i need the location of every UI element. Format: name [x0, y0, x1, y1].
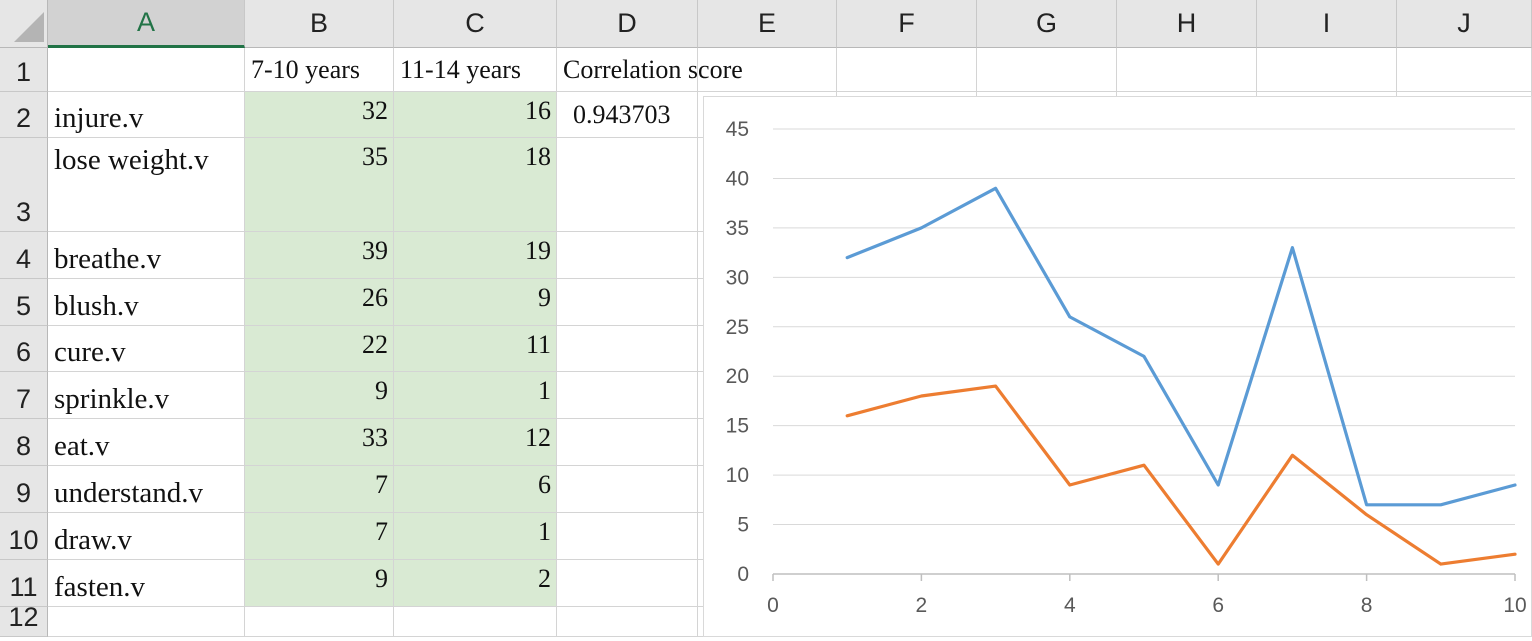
- cell-d2[interactable]: 0.943703: [557, 92, 698, 138]
- cell-c4[interactable]: 19: [394, 232, 557, 279]
- cell-b6[interactable]: 22: [245, 326, 394, 372]
- cell-d11[interactable]: [557, 560, 698, 607]
- x-tick-label-6: 6: [1212, 594, 1224, 617]
- cell-a9[interactable]: understand.v: [48, 466, 245, 513]
- row-header-1[interactable]: 1: [0, 48, 48, 92]
- cell-b3[interactable]: 35: [245, 138, 394, 232]
- cell-i1[interactable]: [1257, 48, 1397, 92]
- row-header-10[interactable]: 10: [0, 513, 48, 560]
- column-header-j[interactable]: J: [1397, 0, 1532, 48]
- row-header-3[interactable]: 3: [0, 138, 48, 232]
- cell-b8[interactable]: 33: [245, 419, 394, 466]
- cell-c7[interactable]: 1: [394, 372, 557, 419]
- column-header-e[interactable]: E: [698, 0, 837, 48]
- cell-c2[interactable]: 16: [394, 92, 557, 138]
- x-tick-label-4: 4: [1064, 594, 1076, 617]
- y-tick-label-0: 0: [737, 563, 749, 586]
- y-tick-label-40: 40: [726, 167, 749, 190]
- cell-c9[interactable]: 6: [394, 466, 557, 513]
- cell-a8[interactable]: eat.v: [48, 419, 245, 466]
- cell-a7[interactable]: sprinkle.v: [48, 372, 245, 419]
- cell-c1[interactable]: 11-14 years: [394, 48, 557, 92]
- row-header-5[interactable]: 5: [0, 279, 48, 326]
- column-header-b[interactable]: B: [245, 0, 394, 48]
- cell-f1[interactable]: [837, 48, 977, 92]
- row-header-12[interactable]: 12: [0, 602, 48, 637]
- row-header-6[interactable]: 6: [0, 326, 48, 372]
- cell-b7[interactable]: 9: [245, 372, 394, 419]
- cell-c5[interactable]: 9: [394, 279, 557, 326]
- row-header-11[interactable]: 11: [0, 560, 48, 607]
- cell-d4[interactable]: [557, 232, 698, 279]
- x-tick-label-0: 0: [767, 594, 779, 617]
- cell-a6[interactable]: cure.v: [48, 326, 245, 372]
- column-header-d[interactable]: D: [557, 0, 698, 48]
- y-tick-label-10: 10: [726, 464, 749, 487]
- cell-d1[interactable]: Correlation score: [557, 48, 743, 92]
- y-tick-label-5: 5: [737, 514, 749, 537]
- column-header-a[interactable]: A: [48, 0, 245, 48]
- row-header-4[interactable]: 4: [0, 232, 48, 279]
- row-header-8[interactable]: 8: [0, 419, 48, 466]
- cell-a10[interactable]: draw.v: [48, 513, 245, 560]
- cell-d8[interactable]: [557, 419, 698, 466]
- cell-c8[interactable]: 12: [394, 419, 557, 466]
- select-all-corner[interactable]: [0, 0, 48, 48]
- cell-h1[interactable]: [1117, 48, 1257, 92]
- cell-a4[interactable]: breathe.v: [48, 232, 245, 279]
- cell-d3[interactable]: [557, 138, 698, 232]
- cell-a12[interactable]: [48, 607, 245, 637]
- cell-b10[interactable]: 7: [245, 513, 394, 560]
- cell-d7[interactable]: [557, 372, 698, 419]
- row-header-7[interactable]: 7: [0, 372, 48, 419]
- cell-g1[interactable]: [977, 48, 1117, 92]
- x-tick-label-8: 8: [1361, 594, 1373, 617]
- cell-d5[interactable]: [557, 279, 698, 326]
- cell-e1[interactable]: [698, 48, 837, 92]
- cell-d6[interactable]: [557, 326, 698, 372]
- cell-b11[interactable]: 9: [245, 560, 394, 607]
- cell-a2[interactable]: injure.v: [48, 92, 245, 138]
- cell-d12[interactable]: [557, 607, 698, 637]
- cell-b9[interactable]: 7: [245, 466, 394, 513]
- column-header-f[interactable]: F: [837, 0, 977, 48]
- column-header-g[interactable]: G: [977, 0, 1117, 48]
- y-tick-label-15: 15: [726, 415, 749, 438]
- column-header-i[interactable]: I: [1257, 0, 1397, 48]
- cell-b4[interactable]: 39: [245, 232, 394, 279]
- cell-a5[interactable]: blush.v: [48, 279, 245, 326]
- column-header-c[interactable]: C: [394, 0, 557, 48]
- y-tick-label-20: 20: [726, 365, 749, 388]
- series-line-1: [845, 186, 1517, 507]
- y-tick-label-35: 35: [726, 217, 749, 240]
- cell-d10[interactable]: [557, 513, 698, 560]
- column-header-h[interactable]: H: [1117, 0, 1257, 48]
- select-all-triangle-icon: [14, 12, 44, 42]
- cell-b5[interactable]: 26: [245, 279, 394, 326]
- cell-c11[interactable]: 2: [394, 560, 557, 607]
- y-tick-label-30: 30: [726, 266, 749, 289]
- cell-a3[interactable]: lose weight.v: [48, 138, 245, 232]
- cell-b12[interactable]: [245, 607, 394, 637]
- x-tick-label-10: 10: [1503, 594, 1526, 617]
- line-chart[interactable]: 0 5 10 15 20 25 30 35 40 45 0 2 4 6 8 10: [703, 96, 1532, 637]
- cell-a11[interactable]: fasten.v: [48, 560, 245, 607]
- cell-b1[interactable]: 7-10 years: [245, 48, 394, 92]
- y-tick-label-25: 25: [726, 316, 749, 339]
- cell-c10[interactable]: 1: [394, 513, 557, 560]
- cell-d9[interactable]: [557, 466, 698, 513]
- cell-c3[interactable]: 18: [394, 138, 557, 232]
- row-header-9[interactable]: 9: [0, 466, 48, 513]
- series-line-2: [845, 384, 1517, 566]
- cell-c6[interactable]: 11: [394, 326, 557, 372]
- chart-svg: 0 5 10 15 20 25 30 35 40 45 0 2 4 6 8 10: [726, 118, 1527, 617]
- cell-c12[interactable]: [394, 607, 557, 637]
- cell-a1[interactable]: [48, 48, 245, 92]
- y-tick-label-45: 45: [726, 118, 749, 141]
- cell-j1[interactable]: [1397, 48, 1532, 92]
- x-tick-label-2: 2: [916, 594, 928, 617]
- row-header-2[interactable]: 2: [0, 92, 48, 138]
- cell-b2[interactable]: 32: [245, 92, 394, 138]
